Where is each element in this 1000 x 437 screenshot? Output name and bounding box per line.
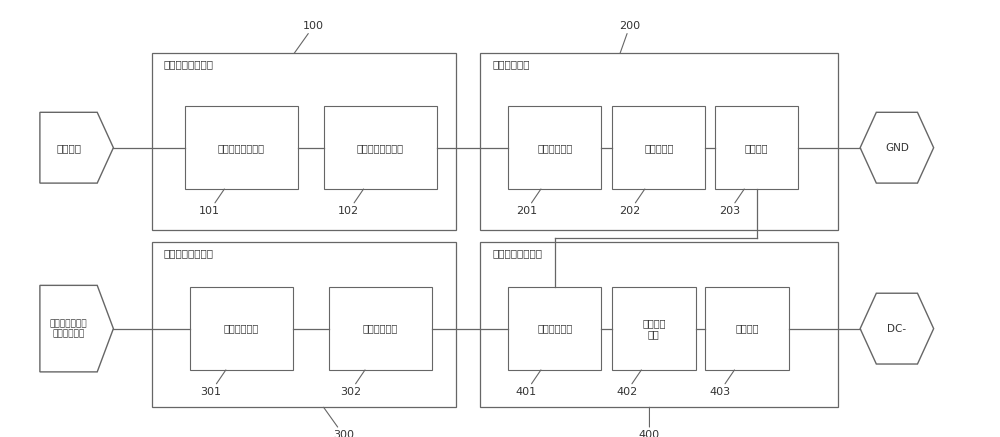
Text: 302: 302 xyxy=(340,370,365,396)
Text: 201: 201 xyxy=(516,189,541,215)
Text: 稳弧限流: 稳弧限流 xyxy=(735,324,759,333)
FancyBboxPatch shape xyxy=(508,288,601,370)
Text: 二次逆变负半波
驱动脉冲信号: 二次逆变负半波 驱动脉冲信号 xyxy=(50,319,87,338)
FancyBboxPatch shape xyxy=(324,106,437,189)
Text: 稳弧脉冲输出单元: 稳弧脉冲输出单元 xyxy=(492,248,542,258)
Text: 稳弧控制
开关: 稳弧控制 开关 xyxy=(642,318,666,340)
Text: 高频电源输入单元: 高频电源输入单元 xyxy=(164,59,214,69)
FancyBboxPatch shape xyxy=(329,288,432,370)
Polygon shape xyxy=(860,112,934,183)
Text: 光电隔离驱动: 光电隔离驱动 xyxy=(363,324,398,333)
Polygon shape xyxy=(860,293,934,364)
FancyBboxPatch shape xyxy=(480,53,838,230)
Text: 200: 200 xyxy=(619,21,640,53)
Text: 主变压器稳弧绕组: 主变压器稳弧绕组 xyxy=(218,143,265,153)
FancyBboxPatch shape xyxy=(185,106,298,189)
Text: 稳弧驱动电源: 稳弧驱动电源 xyxy=(537,324,573,333)
Text: 301: 301 xyxy=(201,370,226,396)
Text: 焊接模式控制开关: 焊接模式控制开关 xyxy=(357,143,404,153)
Text: 100: 100 xyxy=(294,21,324,53)
Text: 稳弧同步控制单元: 稳弧同步控制单元 xyxy=(164,248,214,258)
Text: 102: 102 xyxy=(338,189,364,215)
Polygon shape xyxy=(40,112,113,183)
Text: 202: 202 xyxy=(619,189,645,215)
Text: 401: 401 xyxy=(516,370,541,396)
FancyBboxPatch shape xyxy=(705,288,789,370)
Polygon shape xyxy=(40,285,113,372)
Text: 101: 101 xyxy=(199,189,224,215)
FancyBboxPatch shape xyxy=(612,288,696,370)
Text: 403: 403 xyxy=(709,370,734,396)
FancyBboxPatch shape xyxy=(152,53,456,230)
Text: 400: 400 xyxy=(639,407,660,437)
Text: 402: 402 xyxy=(616,370,641,396)
Text: 高压滤波: 高压滤波 xyxy=(745,143,769,153)
FancyBboxPatch shape xyxy=(480,242,838,407)
FancyBboxPatch shape xyxy=(612,106,705,189)
Text: GND: GND xyxy=(885,143,909,153)
FancyBboxPatch shape xyxy=(715,106,798,189)
FancyBboxPatch shape xyxy=(152,242,456,407)
Text: 整流二极管: 整流二极管 xyxy=(644,143,673,153)
Text: 倍压整流单元: 倍压整流单元 xyxy=(492,59,530,69)
Text: 脉冲前沿检测: 脉冲前沿检测 xyxy=(224,324,259,333)
FancyBboxPatch shape xyxy=(508,106,601,189)
FancyBboxPatch shape xyxy=(190,288,293,370)
Text: 300: 300 xyxy=(324,407,354,437)
Text: 203: 203 xyxy=(719,189,744,215)
Text: 高频耦合电容: 高频耦合电容 xyxy=(537,143,573,153)
Text: 一次逆变: 一次逆变 xyxy=(56,143,81,153)
Text: DC-: DC- xyxy=(887,324,906,333)
